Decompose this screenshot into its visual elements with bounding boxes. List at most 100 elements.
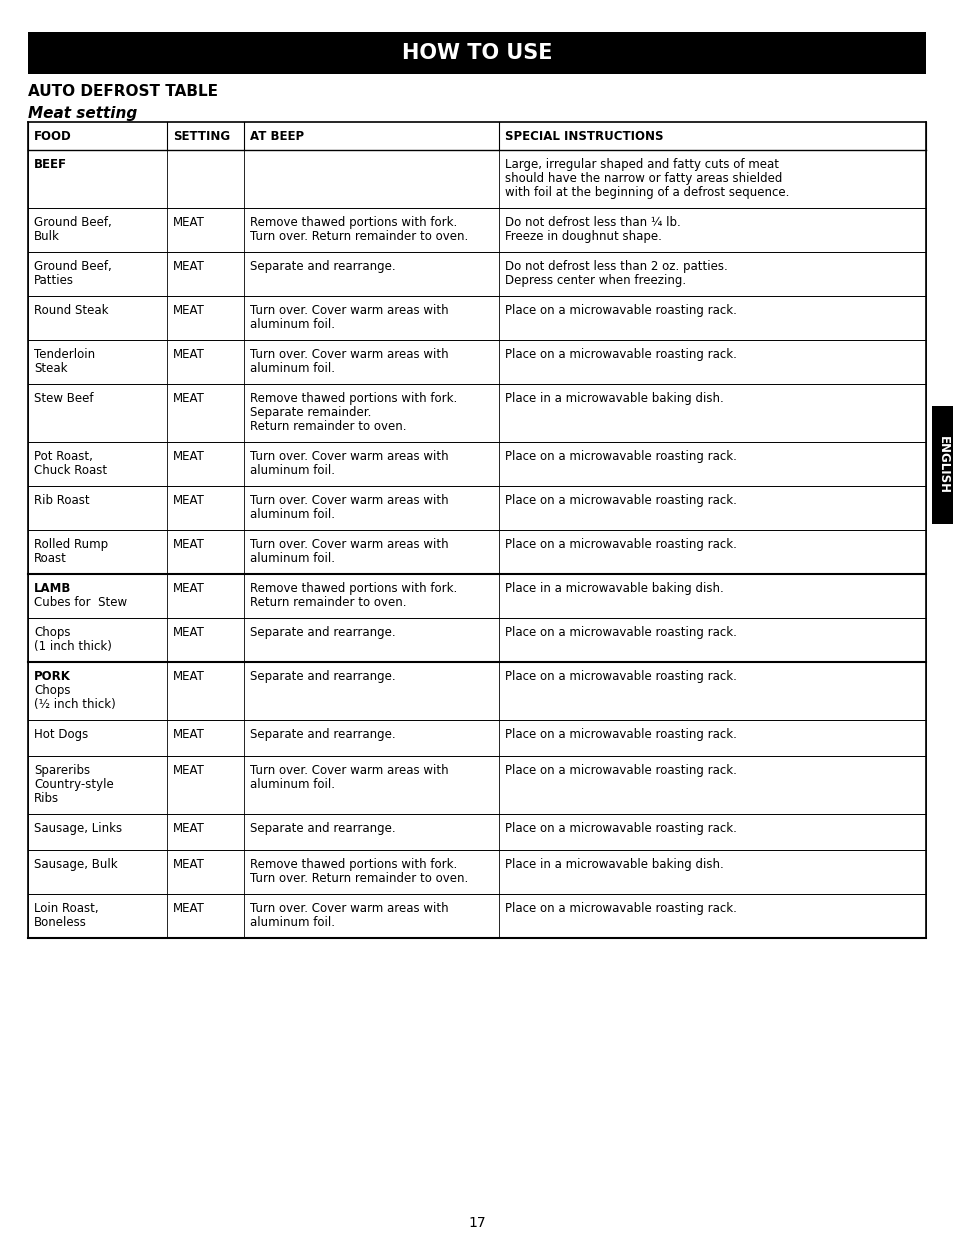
Text: HOW TO USE: HOW TO USE (401, 43, 552, 63)
Text: Return remainder to oven.: Return remainder to oven. (250, 596, 406, 610)
Text: MEAT: MEAT (173, 764, 205, 777)
Text: SPECIAL INSTRUCTIONS: SPECIAL INSTRUCTIONS (505, 130, 663, 142)
Text: Place on a microwavable roasting rack.: Place on a microwavable roasting rack. (505, 729, 737, 741)
Text: Ground Beef,: Ground Beef, (34, 216, 112, 229)
Text: Separate and rearrange.: Separate and rearrange. (250, 260, 395, 273)
Text: Turn over. Cover warm areas with: Turn over. Cover warm areas with (250, 538, 448, 551)
Text: Hot Dogs: Hot Dogs (34, 729, 89, 741)
Text: MEAT: MEAT (173, 494, 205, 507)
Text: should have the narrow or fatty areas shielded: should have the narrow or fatty areas sh… (505, 172, 782, 185)
Text: Remove thawed portions with fork.: Remove thawed portions with fork. (250, 857, 456, 871)
Text: MEAT: MEAT (173, 626, 205, 639)
Text: FOOD: FOOD (34, 130, 71, 142)
Text: Chops: Chops (34, 626, 71, 639)
Text: aluminum foil.: aluminum foil. (250, 778, 335, 790)
Text: ENGLISH: ENGLISH (936, 436, 948, 493)
Text: SETTING: SETTING (173, 130, 230, 142)
Text: Place on a microwavable roasting rack.: Place on a microwavable roasting rack. (505, 626, 737, 639)
Text: Cubes for  Stew: Cubes for Stew (34, 596, 127, 610)
Text: Place in a microwavable baking dish.: Place in a microwavable baking dish. (505, 392, 723, 405)
Text: MEAT: MEAT (173, 670, 205, 683)
Text: Meat setting: Meat setting (28, 107, 137, 121)
Text: Bulk: Bulk (34, 230, 60, 243)
Text: Stew Beef: Stew Beef (34, 392, 93, 405)
Text: Do not defrost less than 2 oz. patties.: Do not defrost less than 2 oz. patties. (505, 260, 727, 273)
Text: Place in a microwavable baking dish.: Place in a microwavable baking dish. (505, 582, 723, 595)
Text: Depress center when freezing.: Depress center when freezing. (505, 274, 686, 287)
Text: MEAT: MEAT (173, 348, 205, 361)
Text: Separate and rearrange.: Separate and rearrange. (250, 670, 395, 683)
Text: MEAT: MEAT (173, 450, 205, 463)
Text: Place in a microwavable baking dish.: Place in a microwavable baking dish. (505, 857, 723, 871)
Text: MEAT: MEAT (173, 902, 205, 914)
Text: Sausage, Links: Sausage, Links (34, 821, 122, 835)
Text: Turn over. Cover warm areas with: Turn over. Cover warm areas with (250, 902, 448, 914)
Text: Turn over. Cover warm areas with: Turn over. Cover warm areas with (250, 304, 448, 317)
Text: Patties: Patties (34, 274, 74, 287)
Text: Place on a microwavable roasting rack.: Place on a microwavable roasting rack. (505, 538, 737, 551)
Text: Remove thawed portions with fork.: Remove thawed portions with fork. (250, 582, 456, 595)
Text: MEAT: MEAT (173, 260, 205, 273)
Text: Rib Roast: Rib Roast (34, 494, 90, 507)
Text: 17: 17 (468, 1215, 485, 1230)
Text: Roast: Roast (34, 553, 67, 565)
Text: Freeze in doughnut shape.: Freeze in doughnut shape. (505, 230, 661, 243)
Text: Turn over. Return remainder to oven.: Turn over. Return remainder to oven. (250, 872, 467, 885)
Text: Turn over. Cover warm areas with: Turn over. Cover warm areas with (250, 450, 448, 463)
Text: with foil at the beginning of a defrost sequence.: with foil at the beginning of a defrost … (505, 186, 789, 199)
Text: Turn over. Return remainder to oven.: Turn over. Return remainder to oven. (250, 230, 467, 243)
Text: Ground Beef,: Ground Beef, (34, 260, 112, 273)
Text: Place on a microwavable roasting rack.: Place on a microwavable roasting rack. (505, 764, 737, 777)
Text: Country-style: Country-style (34, 778, 113, 790)
Text: Pot Roast,: Pot Roast, (34, 450, 92, 463)
Text: Large, irregular shaped and fatty cuts of meat: Large, irregular shaped and fatty cuts o… (505, 159, 779, 171)
Text: Place on a microwavable roasting rack.: Place on a microwavable roasting rack. (505, 304, 737, 317)
Text: Separate remainder.: Separate remainder. (250, 406, 371, 419)
Text: aluminum foil.: aluminum foil. (250, 362, 335, 375)
Text: Separate and rearrange.: Separate and rearrange. (250, 821, 395, 835)
Text: LAMB: LAMB (34, 582, 71, 595)
Text: Rolled Rump: Rolled Rump (34, 538, 108, 551)
Text: aluminum foil.: aluminum foil. (250, 318, 335, 331)
Text: MEAT: MEAT (173, 821, 205, 835)
Text: Place on a microwavable roasting rack.: Place on a microwavable roasting rack. (505, 821, 737, 835)
Text: MEAT: MEAT (173, 392, 205, 405)
Text: Turn over. Cover warm areas with: Turn over. Cover warm areas with (250, 494, 448, 507)
Text: Place on a microwavable roasting rack.: Place on a microwavable roasting rack. (505, 450, 737, 463)
Text: aluminum foil.: aluminum foil. (250, 553, 335, 565)
Text: Place on a microwavable roasting rack.: Place on a microwavable roasting rack. (505, 348, 737, 361)
Text: Place on a microwavable roasting rack.: Place on a microwavable roasting rack. (505, 494, 737, 507)
Text: BEEF: BEEF (34, 159, 67, 171)
Text: MEAT: MEAT (173, 216, 205, 229)
Text: Boneless: Boneless (34, 916, 87, 929)
Text: Return remainder to oven.: Return remainder to oven. (250, 420, 406, 432)
Text: MEAT: MEAT (173, 304, 205, 317)
Text: Chuck Roast: Chuck Roast (34, 463, 107, 477)
Text: Remove thawed portions with fork.: Remove thawed portions with fork. (250, 392, 456, 405)
Text: Turn over. Cover warm areas with: Turn over. Cover warm areas with (250, 764, 448, 777)
Text: Steak: Steak (34, 362, 68, 375)
Text: Separate and rearrange.: Separate and rearrange. (250, 729, 395, 741)
Text: Place on a microwavable roasting rack.: Place on a microwavable roasting rack. (505, 902, 737, 914)
Bar (28, 32, 925, 74)
Text: Round Steak: Round Steak (34, 304, 109, 317)
Text: (½ inch thick): (½ inch thick) (34, 698, 115, 711)
Text: Remove thawed portions with fork.: Remove thawed portions with fork. (250, 216, 456, 229)
Text: MEAT: MEAT (173, 729, 205, 741)
Bar (931, 405, 953, 524)
Text: PORK: PORK (34, 670, 71, 683)
Text: Loin Roast,: Loin Roast, (34, 902, 98, 914)
Text: aluminum foil.: aluminum foil. (250, 508, 335, 522)
Text: MEAT: MEAT (173, 538, 205, 551)
Text: MEAT: MEAT (173, 582, 205, 595)
Text: Ribs: Ribs (34, 792, 59, 805)
Text: Sausage, Bulk: Sausage, Bulk (34, 857, 117, 871)
Text: Spareribs: Spareribs (34, 764, 90, 777)
Text: MEAT: MEAT (173, 857, 205, 871)
Text: Tenderloin: Tenderloin (34, 348, 95, 361)
Text: aluminum foil.: aluminum foil. (250, 463, 335, 477)
Text: Do not defrost less than ¼ lb.: Do not defrost less than ¼ lb. (505, 216, 680, 229)
Text: Place on a microwavable roasting rack.: Place on a microwavable roasting rack. (505, 670, 737, 683)
Text: Separate and rearrange.: Separate and rearrange. (250, 626, 395, 639)
Text: AT BEEP: AT BEEP (250, 130, 303, 142)
